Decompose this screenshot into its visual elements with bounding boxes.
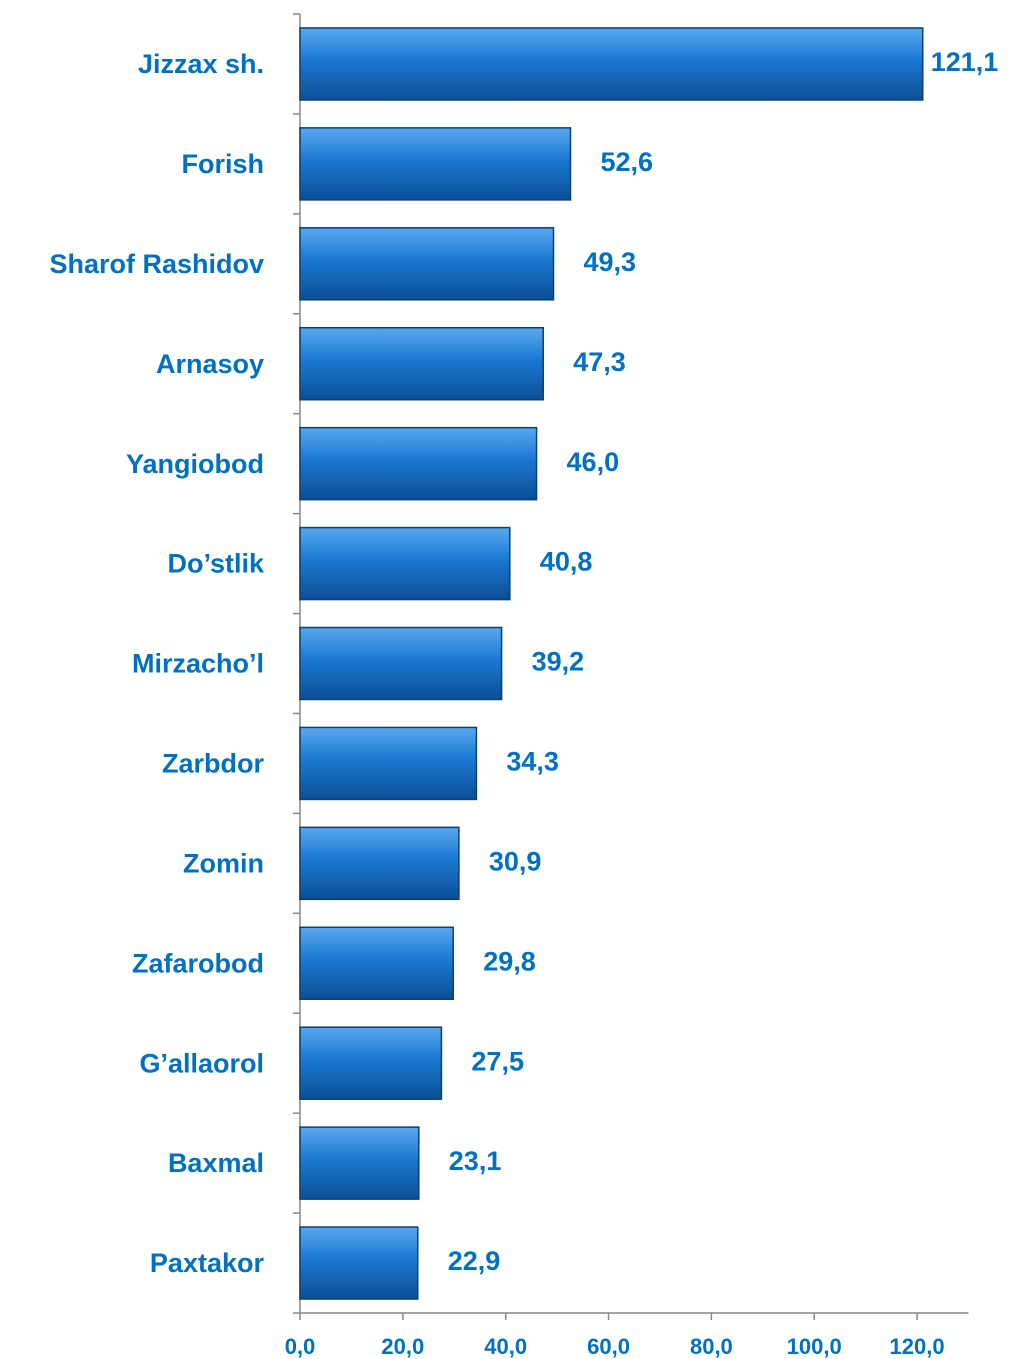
value-label: 22,9 (448, 1246, 501, 1276)
bar (299, 926, 454, 1001)
x-tick-label: 120,0 (890, 1334, 945, 1359)
category-label: Zomin (183, 848, 264, 878)
bar (299, 326, 544, 401)
x-tick-label: 40,0 (484, 1334, 527, 1359)
x-tick-label: 20,0 (381, 1334, 424, 1359)
bar (299, 426, 538, 501)
value-label: 46,0 (567, 447, 620, 477)
bar (299, 27, 924, 101)
value-label: 34,3 (506, 747, 559, 777)
category-label: Zarbdor (162, 749, 264, 779)
x-tick-label: 60,0 (587, 1334, 630, 1359)
bar (299, 127, 572, 201)
category-label: Mirzacho’l (132, 649, 264, 679)
category-label: Paxtakor (150, 1248, 265, 1278)
value-label: 121,1 (931, 47, 999, 77)
category-label: Sharof Rashidov (49, 249, 264, 279)
value-label: 47,3 (573, 347, 626, 377)
bar (299, 526, 511, 601)
x-tick-label: 100,0 (787, 1334, 842, 1359)
x-tick-label: 80,0 (690, 1334, 733, 1359)
category-label: Arnasoy (156, 349, 264, 379)
value-label: 23,1 (449, 1146, 502, 1176)
value-label: 29,8 (483, 946, 536, 976)
x-tick-label: 0,0 (285, 1334, 316, 1359)
value-label: 39,2 (532, 647, 585, 677)
category-label: G’allaorol (139, 1048, 264, 1078)
bar (299, 1126, 420, 1200)
bar (299, 726, 478, 801)
value-label: 49,3 (584, 247, 637, 277)
value-label: 52,6 (600, 147, 653, 177)
value-label: 27,5 (471, 1046, 524, 1076)
category-label: Zafarobod (132, 948, 264, 978)
bar (299, 626, 503, 701)
category-label: Baxmal (168, 1148, 264, 1178)
bar (299, 227, 555, 301)
category-label: Forish (181, 149, 264, 179)
bar (299, 1226, 419, 1300)
value-label: 40,8 (540, 547, 593, 577)
category-label: Jizzax sh. (138, 49, 264, 79)
bar (299, 1026, 443, 1100)
bar (299, 826, 460, 901)
value-label: 30,9 (489, 846, 542, 876)
category-label: Yangiobod (126, 449, 264, 479)
category-label: Do’stlik (167, 549, 265, 579)
